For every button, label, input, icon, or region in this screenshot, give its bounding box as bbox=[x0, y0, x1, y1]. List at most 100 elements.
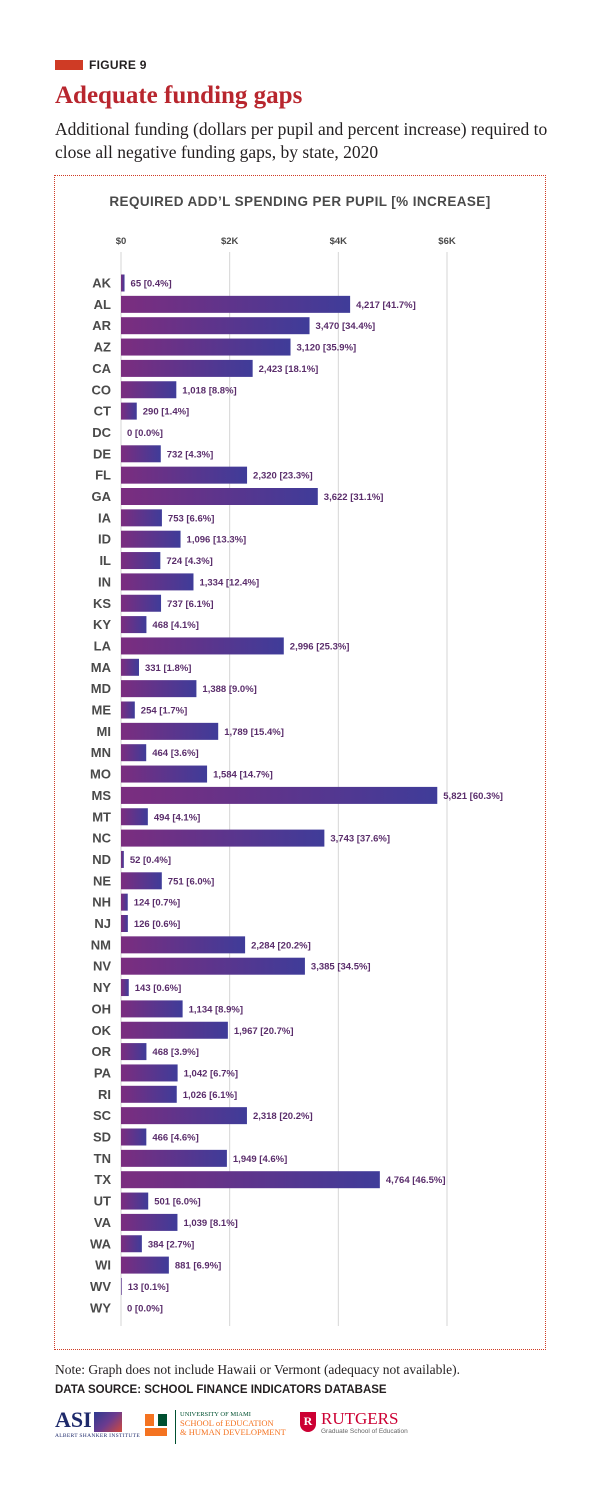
bar bbox=[121, 936, 246, 954]
value-label: 753 [6.6%] bbox=[168, 513, 214, 524]
state-label: AL bbox=[94, 297, 111, 312]
bar bbox=[121, 680, 197, 698]
rutgers-shield-icon: R bbox=[300, 1412, 316, 1432]
x-axis-ticks: $0 $2K $4K $6K bbox=[116, 236, 456, 247]
bar bbox=[121, 445, 161, 463]
figure-title: Adequate funding gaps bbox=[55, 82, 303, 109]
value-label: 3,120 [35.9%] bbox=[297, 343, 357, 354]
value-label: 2,996 [25.3%] bbox=[290, 641, 350, 652]
bar bbox=[121, 850, 124, 868]
value-label: 3,743 [37.6%] bbox=[330, 834, 390, 845]
bar bbox=[121, 1149, 227, 1167]
rutgers-name: RUTGERS bbox=[321, 1409, 399, 1428]
rutgers-logo: R RUTGERS Graduate School of Education bbox=[300, 1410, 408, 1444]
state-label: ND bbox=[92, 852, 111, 867]
bar bbox=[121, 786, 438, 804]
state-label: IA bbox=[98, 510, 112, 525]
state-label: MO bbox=[90, 767, 111, 782]
state-label: MN bbox=[91, 745, 111, 760]
x-tick-label: $4K bbox=[330, 236, 348, 247]
value-label: 466 [4.6%] bbox=[152, 1133, 198, 1144]
u-icon bbox=[145, 1414, 167, 1436]
bar bbox=[121, 637, 284, 655]
value-label: 1,949 [4.6%] bbox=[233, 1154, 287, 1165]
value-label: 1,026 [6.1%] bbox=[183, 1090, 237, 1101]
value-label: 2,318 [20.2%] bbox=[253, 1111, 313, 1122]
state-label: OR bbox=[92, 1044, 112, 1059]
bar bbox=[121, 1256, 169, 1274]
bar bbox=[121, 594, 162, 612]
bar bbox=[121, 1213, 178, 1231]
value-label: 3,622 [31.1%] bbox=[324, 492, 384, 503]
um-line-2: SCHOOL of EDUCATION bbox=[180, 1418, 274, 1428]
bar bbox=[121, 295, 351, 313]
figure-subtitle: Additional funding (dollars per pupil an… bbox=[55, 119, 548, 162]
bar bbox=[121, 1064, 178, 1082]
state-label: OK bbox=[92, 1023, 112, 1038]
value-label: 468 [3.9%] bbox=[152, 1047, 198, 1058]
value-label: 1,134 [8.9%] bbox=[189, 1004, 243, 1015]
state-label: MS bbox=[92, 788, 112, 803]
figure-tag-swatch bbox=[55, 60, 83, 70]
state-label: VA bbox=[94, 1215, 112, 1230]
state-label: NY bbox=[93, 980, 111, 995]
value-label: 468 [4.1%] bbox=[152, 620, 198, 631]
value-label: 1,096 [13.3%] bbox=[187, 535, 247, 546]
bar bbox=[121, 1277, 122, 1295]
state-label: UT bbox=[94, 1194, 111, 1209]
state-label: LA bbox=[94, 638, 112, 653]
value-label: 732 [4.3%] bbox=[167, 449, 213, 460]
state-label: AR bbox=[92, 318, 111, 333]
bar bbox=[121, 1192, 149, 1210]
value-label: 2,284 [20.2%] bbox=[251, 940, 311, 951]
state-label: NC bbox=[92, 831, 111, 846]
value-label: 126 [0.6%] bbox=[134, 919, 180, 930]
bar bbox=[121, 744, 147, 762]
state-label: MD bbox=[91, 681, 111, 696]
state-label: NE bbox=[93, 873, 111, 888]
asi-logo: ASI ALBERT SHANKER INSTITUTE bbox=[55, 1408, 145, 1444]
state-label: NJ bbox=[94, 916, 111, 931]
value-label: 290 [1.4%] bbox=[143, 407, 189, 418]
state-label: MI bbox=[97, 724, 111, 739]
bar bbox=[121, 829, 325, 847]
bar bbox=[121, 808, 148, 826]
value-label: 124 [0.7%] bbox=[134, 898, 180, 909]
state-label: RI bbox=[98, 1087, 111, 1102]
x-tick-label: $2K bbox=[221, 236, 239, 247]
x-tick-label: $0 bbox=[116, 236, 127, 247]
bar bbox=[121, 722, 219, 740]
state-label: AK bbox=[92, 276, 111, 291]
bar bbox=[121, 402, 137, 420]
value-label: 881 [6.9%] bbox=[175, 1261, 221, 1272]
value-label: 724 [4.3%] bbox=[166, 556, 212, 567]
note-text: Note: Graph does not include Hawaii or V… bbox=[55, 1362, 460, 1377]
university-of-miami-logo: UNIVERSITY OF MIAMI SCHOOL of EDUCATION … bbox=[145, 1410, 286, 1444]
bar bbox=[121, 1171, 380, 1189]
value-label: 52 [0.4%] bbox=[130, 855, 171, 866]
um-line-1: UNIVERSITY OF MIAMI bbox=[180, 1411, 251, 1418]
state-label: TX bbox=[94, 1172, 111, 1187]
state-label: NV bbox=[93, 959, 111, 974]
value-label: 3,385 [34.5%] bbox=[311, 962, 371, 973]
asi-gradient-block bbox=[93, 1412, 122, 1432]
state-label: IN bbox=[98, 574, 111, 589]
figure-label: FIGURE 9 bbox=[89, 58, 147, 72]
bar bbox=[121, 1000, 183, 1018]
state-label: NH bbox=[92, 895, 111, 910]
bar bbox=[121, 488, 318, 505]
figure-tag: FIGURE 9 bbox=[55, 58, 147, 72]
state-label: WV bbox=[90, 1279, 111, 1294]
bar bbox=[121, 359, 253, 377]
bar bbox=[121, 573, 194, 591]
value-label: 1,584 [14.7%] bbox=[213, 770, 273, 781]
state-label: SC bbox=[93, 1108, 112, 1123]
bar bbox=[121, 509, 162, 527]
state-label: ID bbox=[98, 532, 111, 547]
asi-name: ALBERT SHANKER INSTITUTE bbox=[55, 1433, 140, 1439]
state-label: AZ bbox=[94, 340, 111, 355]
bar bbox=[121, 274, 125, 292]
bar bbox=[121, 1085, 177, 1103]
bar bbox=[121, 893, 128, 911]
state-label: WY bbox=[90, 1300, 111, 1315]
